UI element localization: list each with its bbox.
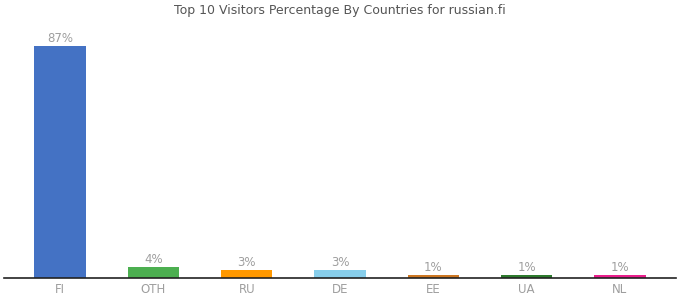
Text: 1%: 1% bbox=[517, 261, 536, 274]
Bar bbox=[35, 46, 86, 278]
Text: 4%: 4% bbox=[144, 253, 163, 266]
Bar bbox=[221, 270, 273, 278]
Text: 3%: 3% bbox=[330, 256, 350, 269]
Bar bbox=[501, 275, 552, 278]
Bar bbox=[407, 275, 459, 278]
Bar bbox=[594, 275, 645, 278]
Text: 87%: 87% bbox=[47, 32, 73, 45]
Text: 1%: 1% bbox=[611, 261, 629, 274]
Bar bbox=[314, 270, 366, 278]
Bar bbox=[128, 267, 179, 278]
Title: Top 10 Visitors Percentage By Countries for russian.fi: Top 10 Visitors Percentage By Countries … bbox=[174, 4, 506, 17]
Text: 3%: 3% bbox=[237, 256, 256, 269]
Text: 1%: 1% bbox=[424, 261, 443, 274]
